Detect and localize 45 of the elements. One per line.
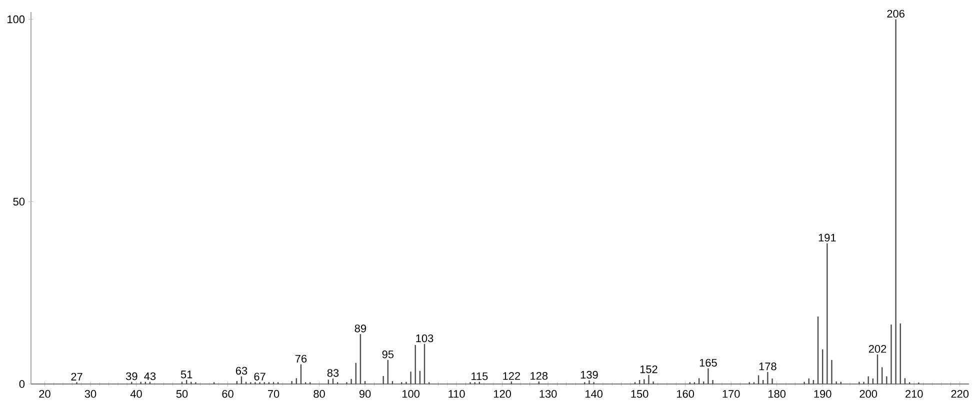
x-tick-label: 140: [585, 390, 603, 398]
annotation: 95: [382, 350, 394, 358]
annotation: 76: [295, 354, 307, 363]
annotation: 206: [887, 10, 904, 18]
annotation: 27: [71, 372, 82, 380]
x-tick-label: 40: [130, 390, 142, 398]
x-tick-label: 100: [402, 390, 420, 398]
annotation: 89: [354, 324, 366, 332]
x-tick-label: 210: [906, 390, 923, 398]
x-tick-label: 180: [768, 390, 786, 398]
y-tick-label: 50: [13, 198, 25, 206]
x-tick-label: 60: [222, 390, 234, 398]
annotation: 178: [759, 362, 776, 370]
y-tick-label: 0: [19, 380, 25, 388]
x-tick-label: 120: [494, 390, 511, 398]
annotation: 43: [144, 372, 156, 380]
annotation: 103: [416, 334, 434, 342]
x-tick-label: 160: [677, 390, 694, 398]
annotation: 63: [236, 366, 248, 375]
x-tick-label: 130: [540, 390, 557, 398]
x-tick-label: 200: [860, 390, 878, 398]
annotation: 67: [254, 372, 266, 380]
annotation: 51: [180, 370, 192, 378]
annotation: 152: [640, 365, 658, 374]
annotation: 115: [472, 372, 488, 380]
annotation: 128: [530, 372, 548, 380]
x-tick-label: 220: [951, 390, 969, 398]
x-tick-label: 80: [314, 390, 325, 398]
annotation: 165: [700, 358, 717, 367]
annotation: 202: [868, 345, 886, 353]
x-tick-label: 30: [84, 390, 96, 398]
x-tick-label: 20: [39, 390, 50, 398]
annotation: 83: [327, 369, 339, 377]
x-tick-label: 170: [722, 390, 740, 398]
y-tick-label: 100: [8, 15, 25, 24]
x-tick-label: 190: [814, 390, 832, 398]
annotation: 39: [126, 372, 138, 380]
x-tick-label: 50: [176, 390, 188, 398]
annotation: 122: [503, 372, 520, 380]
x-tick-label: 110: [448, 390, 465, 398]
x-tick-label: 70: [268, 390, 280, 398]
annotation: 191: [818, 234, 836, 242]
annotation: 139: [580, 370, 598, 379]
x-tick-label: 90: [359, 390, 371, 398]
x-tick-label: 150: [631, 390, 648, 398]
